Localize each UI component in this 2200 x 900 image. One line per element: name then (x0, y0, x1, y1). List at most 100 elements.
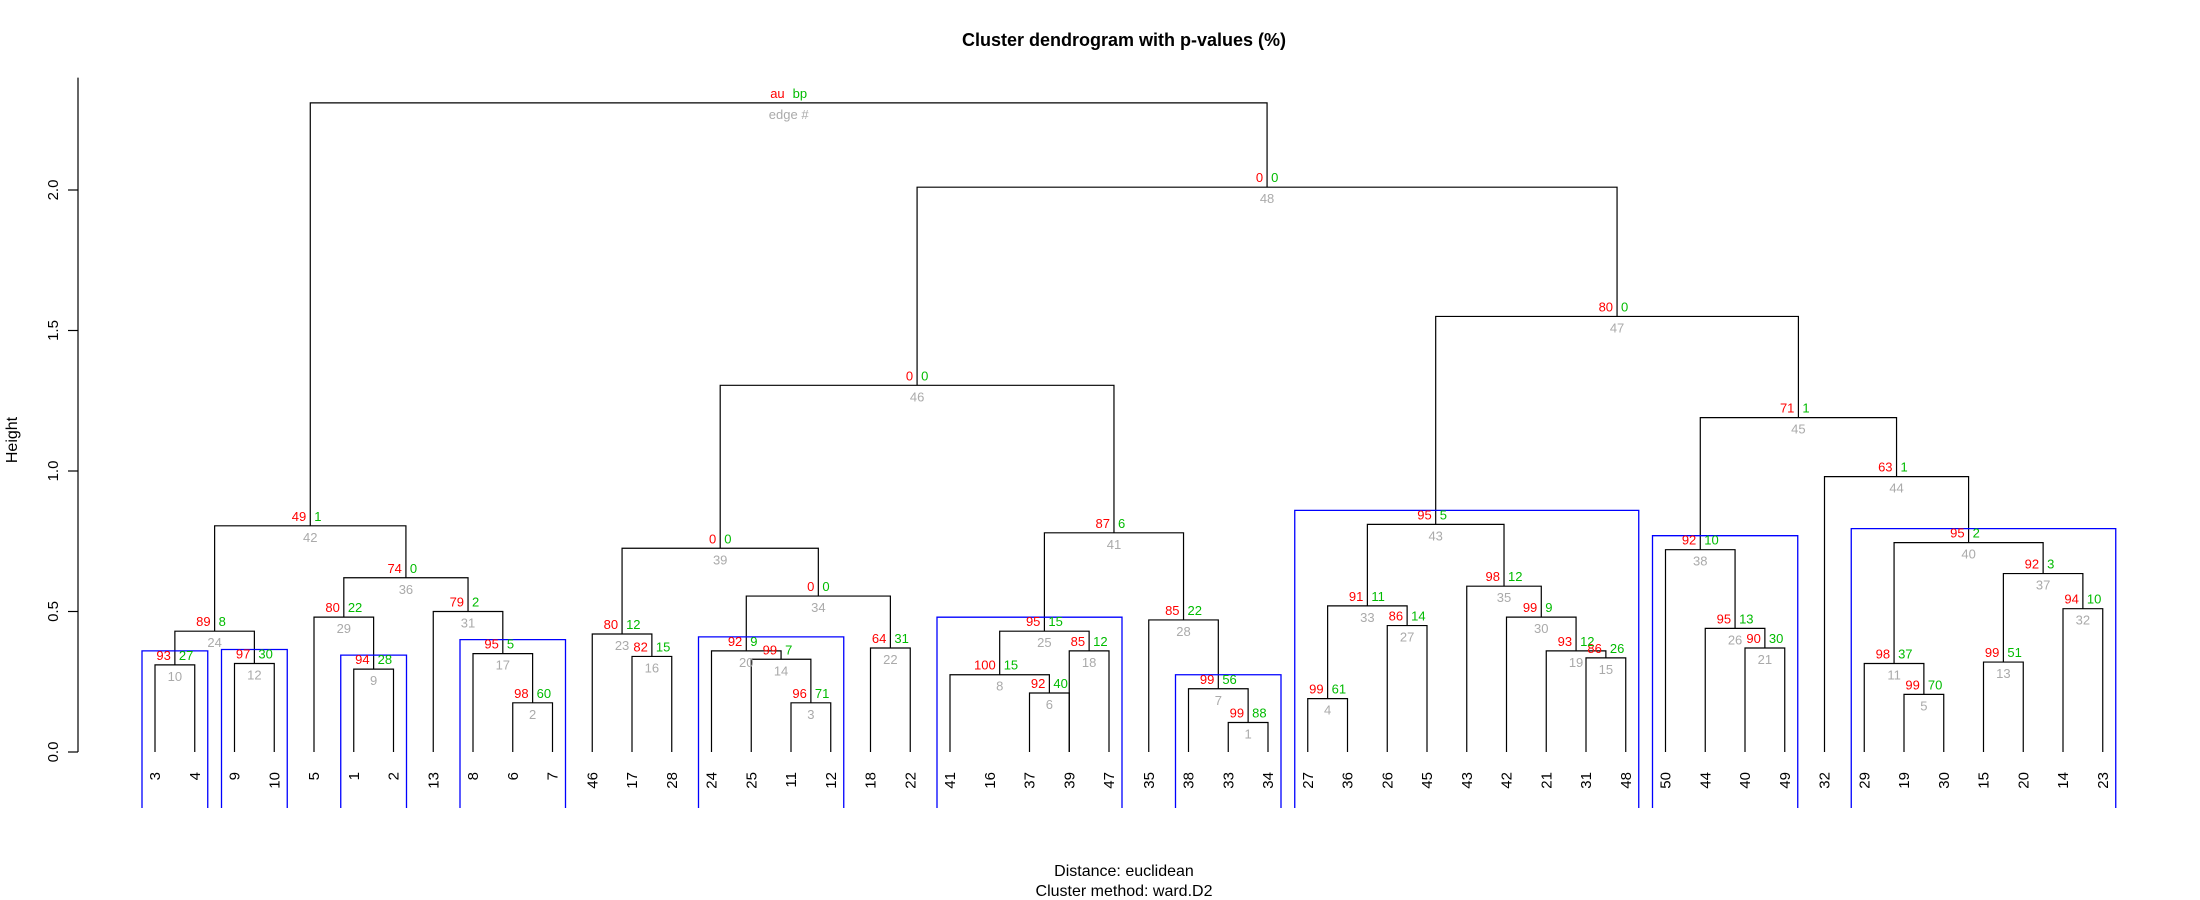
leaf-label: 7 (545, 772, 562, 780)
bp-value: 51 (2007, 645, 2021, 660)
leaf-label: 10 (266, 772, 283, 789)
edge-number: 41 (1107, 537, 1121, 552)
footer-distance: Distance: euclidean (1054, 863, 1194, 880)
au-value: 99 (1523, 600, 1537, 615)
leaf-label: 41 (942, 772, 959, 789)
au-value: 95 (1717, 611, 1731, 626)
leaf-label: 39 (1061, 772, 1078, 789)
au-value: 95 (1417, 507, 1431, 522)
leaf-label: 48 (1618, 772, 1635, 789)
leaf-label: 6 (505, 772, 522, 780)
au-value: 91 (1349, 589, 1363, 604)
bp-value: 88 (1252, 705, 1266, 720)
edge-number: 2 (529, 707, 536, 722)
au-value: 95 (484, 637, 498, 652)
leaf-label: 17 (624, 772, 641, 789)
leaf-label: 14 (2055, 772, 2072, 789)
leaf-label: 19 (1896, 772, 1913, 789)
au-value: 98 (1486, 569, 1500, 584)
leaf-label: 9 (227, 772, 244, 780)
bp-value: 0 (822, 579, 829, 594)
au-value: 90 (1746, 631, 1760, 646)
bp-value: 0 (1271, 170, 1278, 185)
edge-number: 24 (207, 635, 221, 650)
au-value: 96 (792, 686, 806, 701)
au-value: 99 (1200, 672, 1214, 687)
bp-value: 37 (1898, 646, 1912, 661)
bp-value: 5 (507, 637, 514, 652)
edge-number: 9 (370, 673, 377, 688)
leaf-label: 37 (1022, 772, 1039, 789)
au-value: 80 (1599, 299, 1613, 314)
bp-value: 31 (894, 631, 908, 646)
leaf-label: 45 (1419, 772, 1436, 789)
leaf-label: 18 (863, 772, 880, 789)
leaf-label: 13 (425, 772, 442, 789)
edge-number: 46 (910, 389, 924, 404)
cluster-highlight-rect (936, 616, 1123, 808)
leaf-label: 1 (346, 772, 363, 780)
edge-number: 4 (1324, 703, 1331, 718)
au-value: au (770, 86, 784, 101)
edge-number: 33 (1360, 610, 1374, 625)
bp-value: 70 (1928, 677, 1942, 692)
bp-value: 8 (219, 614, 226, 629)
leaf-label: 12 (823, 772, 840, 789)
edge-number: 47 (1610, 320, 1624, 335)
edge-number: 45 (1791, 422, 1805, 437)
leaf-label: 21 (1538, 772, 1555, 789)
bp-value: 2 (1973, 526, 1980, 541)
au-value: 99 (763, 642, 777, 657)
au-value: 94 (355, 652, 369, 667)
bp-value: 12 (1093, 634, 1107, 649)
au-value: 0 (807, 579, 814, 594)
leaf-label: 40 (1737, 772, 1754, 789)
au-value: 92 (1031, 676, 1045, 691)
leaf-label: 34 (1260, 772, 1277, 789)
leaf-label: 29 (1856, 772, 1873, 789)
cluster-highlight-rect (697, 636, 845, 808)
cluster-highlight-rect (1294, 509, 1640, 808)
bp-value: 26 (1610, 641, 1624, 656)
au-value: 79 (450, 595, 464, 610)
bp-value: 12 (1580, 634, 1594, 649)
au-value: 0 (709, 531, 716, 546)
au-value: 93 (156, 648, 170, 663)
y-tick-label: 1.5 (45, 320, 62, 341)
bp-value: 5 (1440, 507, 1447, 522)
bp-value: 9 (750, 634, 757, 649)
leaf-label: 2 (386, 772, 403, 780)
leaf-label: 5 (306, 772, 323, 780)
leaf-label: 22 (902, 772, 919, 789)
y-tick-label: 1.0 (45, 461, 62, 482)
au-value: 92 (728, 634, 742, 649)
edge-number: 28 (1176, 624, 1190, 639)
au-value: 85 (1165, 603, 1179, 618)
bp-value: 10 (2087, 592, 2101, 607)
au-value: 85 (1071, 634, 1085, 649)
bp-value: 0 (724, 531, 731, 546)
y-axis: 0.0 0.5 1.0 1.5 2.0 (45, 77, 79, 762)
bp-value: 30 (258, 646, 272, 661)
bp-value: 13 (1739, 611, 1753, 626)
bp-value: 0 (1621, 299, 1628, 314)
bp-value: 12 (626, 617, 640, 632)
edge-number: 6 (1046, 697, 1053, 712)
edge-number: 40 (1961, 547, 1975, 562)
chart-title: Cluster dendrogram with p-values (%) (962, 30, 1286, 50)
edge-number: 36 (399, 582, 413, 597)
edge-number: 7 (1215, 693, 1222, 708)
au-value: 82 (633, 639, 647, 654)
leaf-label: 27 (1300, 772, 1317, 789)
tree-branch (2062, 608, 2104, 752)
dendrogram-tree (154, 102, 2104, 752)
bp-value: 22 (348, 600, 362, 615)
bp-value: 56 (1222, 672, 1236, 687)
edge-number: 25 (1037, 635, 1051, 650)
edge-number: 26 (1728, 632, 1742, 647)
cluster-highlight-rect (1174, 674, 1282, 808)
au-value: 86 (1587, 641, 1601, 656)
edge-number: 15 (1599, 662, 1613, 677)
edge-number: 27 (1400, 630, 1414, 645)
